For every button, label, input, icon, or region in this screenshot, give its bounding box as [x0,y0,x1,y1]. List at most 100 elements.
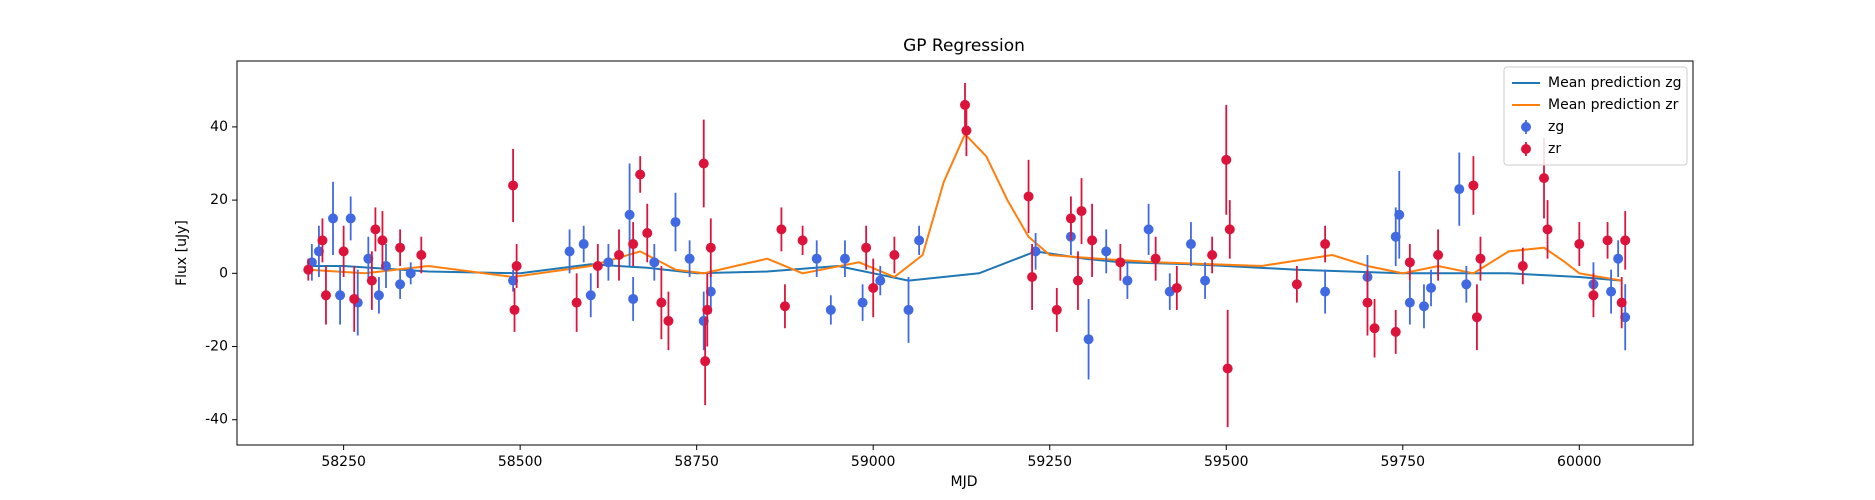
x-tick-label: 58750 [674,454,719,470]
x-tick-label: 58500 [498,454,543,470]
data-point [903,304,914,315]
data-point [1051,304,1062,315]
data-point [363,253,374,264]
data-point [1122,275,1133,286]
x-tick-label: 58250 [321,454,366,470]
data-point [649,257,660,268]
data-point [868,282,879,293]
legend-swatch [1521,122,1531,132]
data-point [960,99,970,110]
data-point [839,253,850,264]
data-point [1320,286,1331,297]
data-point [624,209,635,220]
legend-label: zg [1548,119,1564,135]
data-point [614,250,625,261]
data-point [373,290,384,301]
data-point [698,158,709,169]
data-point [1143,224,1154,235]
data-point [1200,275,1211,286]
data-point [670,217,681,228]
data-point [508,180,519,191]
data-point [508,275,519,286]
data-point [1454,184,1465,195]
data-point [370,224,381,235]
data-point [377,235,388,246]
y-axis-label: Flux [uJy] [174,220,190,286]
plot-area [236,60,1694,446]
data-point [1023,191,1034,202]
data-point [511,260,522,271]
legend-label: Mean prediction zg [1548,75,1682,91]
data-point [811,253,822,264]
data-point [776,224,787,235]
data-point [1065,213,1076,224]
data-point [1224,224,1235,235]
x-tick-label: 59500 [1204,454,1249,470]
data-point [961,125,972,136]
data-point [1613,253,1624,264]
data-point [395,279,406,290]
data-point [585,290,596,301]
data-point [1606,286,1617,297]
data-point [571,297,582,308]
data-point [1171,282,1182,293]
data-point [889,250,900,261]
data-point [320,290,331,301]
data-point [628,293,639,304]
data-point [1574,239,1585,250]
data-point [1404,257,1415,268]
data-point [1418,301,1429,312]
data-point [700,356,711,367]
y-tick-label: -20 [205,339,228,355]
data-point [1404,297,1415,308]
data-point [684,253,695,264]
data-point [1362,297,1373,308]
data-point [635,169,646,180]
data-point [628,239,639,250]
data-point [1320,239,1331,250]
x-tick-label: 59000 [851,454,896,470]
data-point [1101,246,1112,257]
x-tick-label: 59250 [1027,454,1072,470]
mean-line [308,132,1622,282]
data-point [1185,239,1196,250]
data-point [698,315,709,326]
data-point [1115,257,1126,268]
data-point [405,268,416,279]
x-tick-label: 60000 [1557,454,1602,470]
legend-label: Mean prediction zr [1548,97,1679,113]
data-point [1539,173,1550,184]
data-point [702,304,713,315]
data-point [1616,297,1627,308]
data-point [335,290,346,301]
data-point [395,242,406,253]
data-point [1390,326,1401,337]
data-point [1394,209,1405,220]
data-point [328,213,339,224]
data-point [416,250,427,261]
data-point [366,275,377,286]
data-point [564,246,575,257]
y-tick-label: 40 [210,119,228,135]
data-point [1588,290,1599,301]
data-point [578,239,589,250]
data-point [1517,260,1528,271]
data-point [797,235,808,246]
data-point [1027,271,1038,282]
data-point [1433,250,1444,261]
data-point [509,304,520,315]
data-point [779,301,790,312]
y-tick-label: 20 [210,192,228,208]
legend-swatch [1521,144,1531,154]
data-point [1620,235,1631,246]
data-point [1083,334,1094,345]
data-point [303,264,314,275]
data-point [1468,180,1479,191]
data-point [1475,253,1486,264]
legend-label: zr [1548,141,1561,157]
x-axis-label: MJD [951,474,978,490]
data-point [1390,231,1401,242]
data-point [592,260,603,271]
data-point [345,213,356,224]
